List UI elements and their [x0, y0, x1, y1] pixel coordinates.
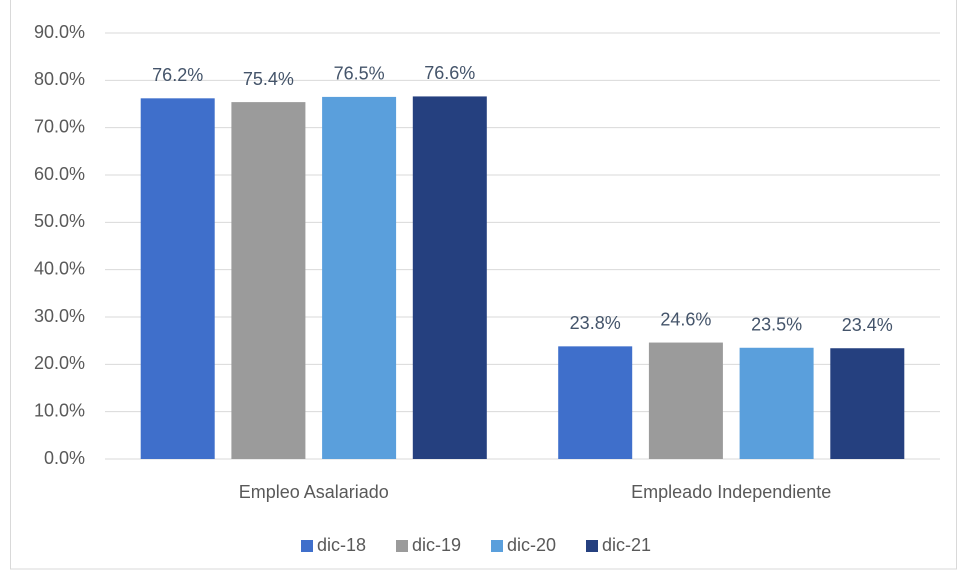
x-tick-label: Empleo Asalariado [239, 482, 389, 502]
data-label: 76.2% [152, 65, 203, 85]
chart-border [10, 0, 957, 570]
x-tick-label: Empleado Independiente [631, 482, 831, 502]
y-tick-label: 0.0% [44, 448, 85, 468]
data-label: 23.5% [751, 315, 802, 335]
y-tick-label: 50.0% [34, 211, 85, 231]
y-tick-label: 20.0% [34, 353, 85, 373]
y-tick-label: 80.0% [34, 69, 85, 89]
y-tick-label: 30.0% [34, 306, 85, 326]
legend-swatch [491, 540, 503, 552]
bar [231, 102, 306, 460]
data-label: 23.8% [570, 313, 621, 333]
bar [739, 347, 814, 459]
bar [830, 348, 905, 459]
legend-label: dic-19 [412, 535, 461, 555]
y-tick-label: 90.0% [34, 22, 85, 42]
y-tick-label: 10.0% [34, 400, 85, 420]
y-tick-label: 60.0% [34, 164, 85, 184]
bar [412, 96, 487, 459]
legend-label: dic-21 [602, 535, 651, 555]
y-tick-label: 40.0% [34, 258, 85, 278]
legend-label: dic-18 [317, 535, 366, 555]
legend-label: dic-20 [507, 535, 556, 555]
data-label: 76.6% [424, 63, 475, 83]
bar [322, 96, 397, 460]
legend-swatch [396, 540, 408, 552]
legend-swatch [586, 540, 598, 552]
bar [558, 346, 633, 459]
bar [648, 342, 723, 459]
data-label: 75.4% [243, 69, 294, 89]
y-tick-label: 70.0% [34, 116, 85, 136]
data-label: 23.4% [842, 315, 893, 335]
data-label: 24.6% [660, 309, 711, 329]
bar [140, 98, 215, 459]
legend-swatch [301, 540, 313, 552]
data-label: 76.5% [334, 64, 385, 84]
